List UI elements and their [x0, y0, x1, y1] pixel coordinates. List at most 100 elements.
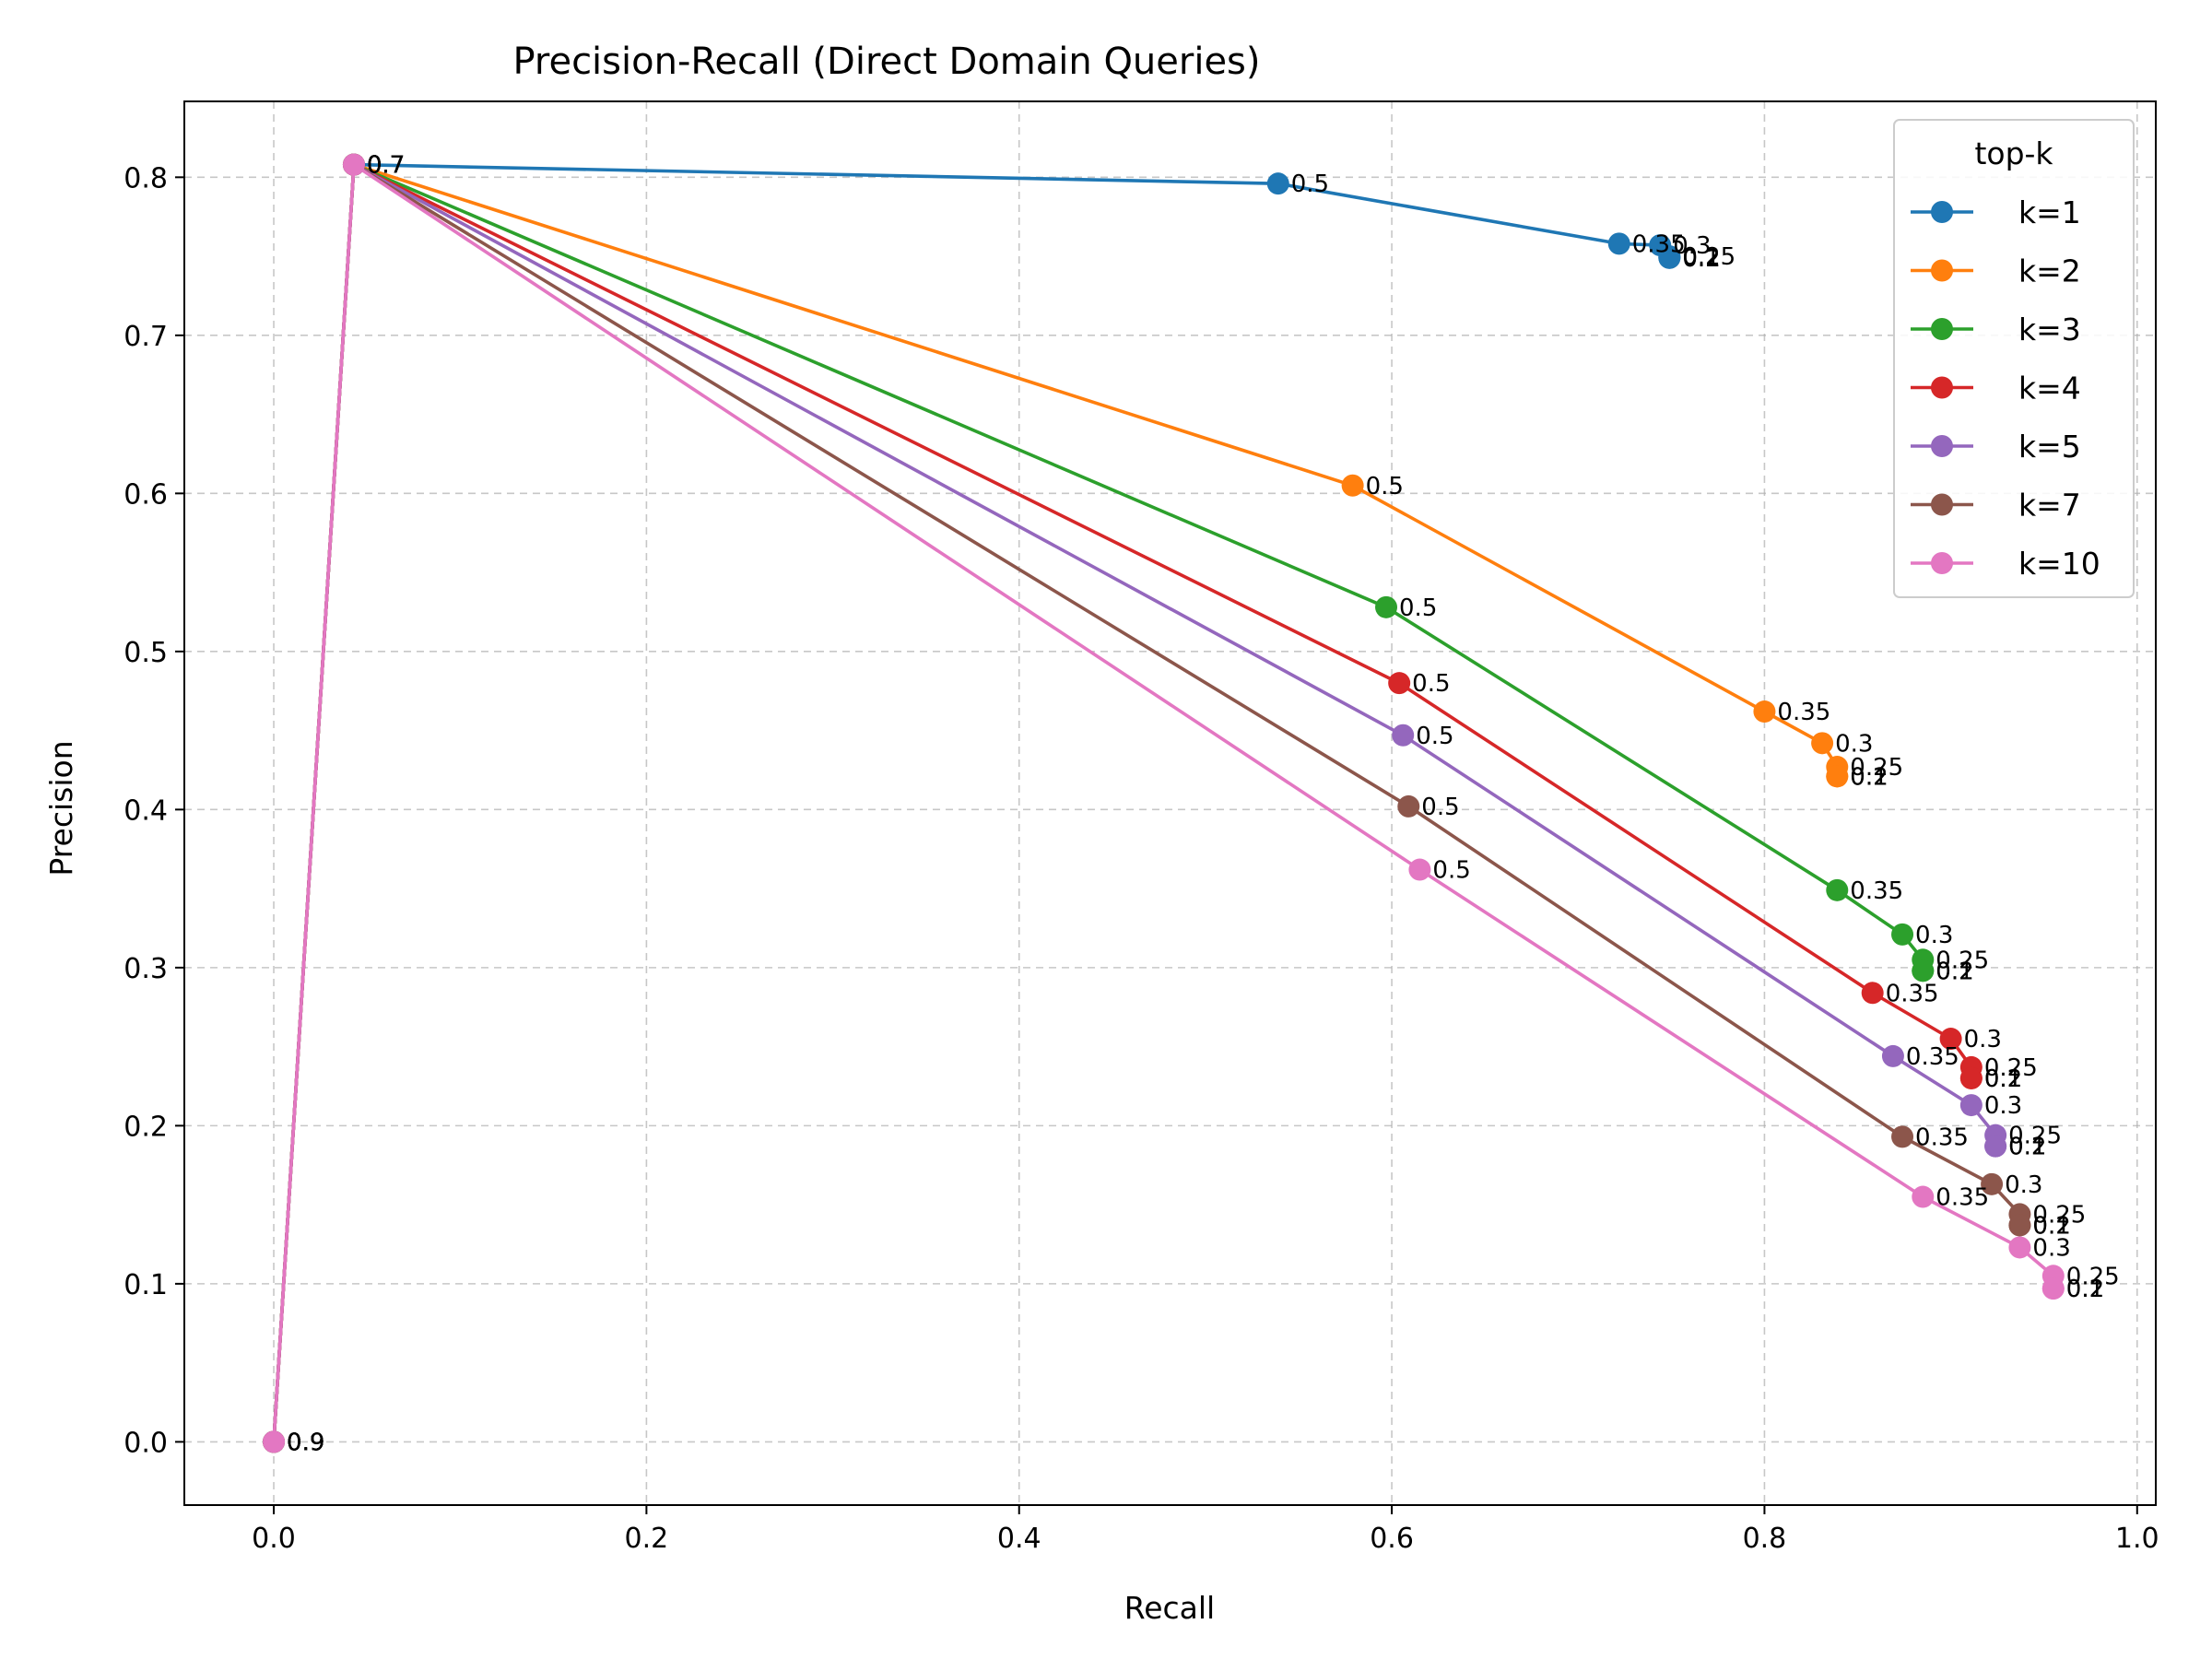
point-labels: 0.90.70.50.350.30.250.20.10.90.70.50.350…: [287, 152, 2120, 1457]
point-label: 0.9: [287, 1429, 324, 1456]
point-label: 0.7: [367, 152, 405, 180]
point-label: 0.35: [1886, 980, 1939, 1007]
point-label: 0.35: [1936, 1184, 1989, 1212]
x-tick-label: 0.6: [1370, 1523, 1414, 1555]
point-label: 0.9: [287, 1429, 324, 1456]
legend-item-k-5: k=5: [1911, 429, 2081, 465]
series-k-10: [263, 153, 2065, 1453]
y-tick-label: 0.4: [124, 794, 168, 827]
legend-label: k=7: [2018, 488, 2081, 524]
legend-label: k=2: [2018, 253, 2081, 289]
legend-box: [1893, 119, 2135, 598]
data-point: [342, 153, 365, 176]
legend-item-k-10: k=10: [1911, 546, 2100, 582]
data-point: [1984, 1135, 2007, 1158]
y-tick-label: 0.6: [124, 478, 168, 511]
x-tick-label: 0.4: [997, 1523, 1041, 1555]
data-point: [1959, 1094, 1983, 1117]
x-tick-label: 0.8: [1743, 1523, 1787, 1555]
point-label: 0.35: [1906, 1043, 1959, 1071]
data-point: [1658, 246, 1681, 269]
point-label: 0.2: [1936, 958, 1973, 985]
x-axis-label: Recall: [1124, 1590, 1215, 1626]
point-label: 0.1: [1850, 763, 1888, 791]
point-label: 0.3: [2032, 1234, 2070, 1262]
point-label: 0.25: [2008, 1123, 2062, 1150]
point-label: 0.3: [1673, 232, 1711, 260]
point-label: 0.25: [2066, 1263, 2120, 1290]
data-point: [1891, 1125, 1914, 1148]
point-label: 0.9: [287, 1429, 324, 1456]
axis-ticks: 0.0 0.2 0.4 0.6 0.8 1.00.00.10.20.30.40.50.60…: [124, 162, 2159, 1555]
point-label: 0.7: [367, 152, 405, 180]
legend-label: k=10: [2018, 546, 2100, 582]
point-label: 0.35: [1777, 699, 1830, 726]
data-point: [2008, 1214, 2031, 1237]
point-label: 0.25: [1850, 754, 1903, 782]
data-point: [1912, 1185, 1935, 1208]
point-label: 0.25: [1936, 947, 1989, 974]
point-label: 0.2: [1682, 245, 1720, 273]
y-tick-label: 0.5: [124, 637, 168, 669]
point-label: 0.2: [1984, 1065, 2022, 1093]
legend-marker: [1931, 493, 1953, 516]
point-label: 0.7: [367, 152, 405, 180]
point-label: 0.2: [2008, 1134, 2046, 1161]
x-tick-label: 1.0: [2115, 1523, 2159, 1555]
point-label: 0.2: [2032, 1212, 2070, 1240]
data-point: [2008, 1236, 2031, 1259]
point-label: 0.3: [1964, 1026, 2002, 1053]
legend-marker: [1931, 552, 1953, 574]
legend-label: k=1: [2018, 194, 2081, 230]
point-label: 0.1: [1682, 245, 1720, 273]
point-label: 0.7: [367, 152, 405, 180]
point-label: 0.7: [367, 152, 405, 180]
data-point: [1981, 1172, 2004, 1195]
data-point: [1388, 672, 1411, 695]
x-tick-label: 0.2: [625, 1523, 669, 1555]
legend-item-k-7: k=7: [1911, 488, 2081, 524]
data-point: [263, 1430, 286, 1453]
grid-lines: [184, 101, 2156, 1505]
point-label: 0.3: [1915, 922, 1953, 949]
y-tick-label: 0.3: [124, 953, 168, 985]
legend-marker: [1931, 318, 1953, 340]
data-point: [1753, 700, 1776, 724]
data-point: [1912, 959, 1935, 982]
point-label: 0.5: [1366, 473, 1404, 500]
point-label: 0.35: [1632, 230, 1686, 258]
data-point: [1392, 724, 1415, 747]
point-label: 0.2: [1850, 763, 1888, 791]
data-point: [1408, 858, 1431, 881]
point-label: 0.1: [2066, 1276, 2104, 1303]
point-label: 0.25: [1682, 243, 1735, 271]
point-label: 0.5: [1421, 794, 1459, 821]
data-point: [1861, 982, 1884, 1005]
data-point: [1881, 1044, 1904, 1067]
legend-label: k=3: [2018, 312, 2081, 347]
data-point: [1397, 794, 1420, 818]
point-label: 0.3: [2005, 1171, 2042, 1199]
y-axis-label: Precision: [43, 740, 79, 876]
data-point: [1375, 595, 1398, 618]
point-label: 0.35: [1850, 877, 1903, 905]
point-label: 0.5: [1412, 670, 1450, 698]
legend-label: k=5: [2018, 429, 2081, 465]
legend-marker: [1931, 259, 1953, 282]
point-label: 0.1: [1936, 958, 1973, 985]
point-label: 0.5: [1399, 594, 1437, 622]
point-label: 0.1: [2032, 1212, 2070, 1240]
point-label: 0.5: [1291, 171, 1329, 198]
legend: top-k k=1 k=2 k=3 k=4 k=5 k=7 k=10: [1893, 119, 2135, 598]
chart-title: Precision-Recall (Direct Domain Queries): [512, 41, 1260, 83]
legend-item-k-4: k=4: [1911, 371, 2081, 406]
legend-title: top-k: [1974, 135, 2053, 171]
legend-item-k-2: k=2: [1911, 253, 2081, 289]
data-point: [1959, 1066, 1983, 1089]
point-label: 0.3: [1984, 1092, 2022, 1120]
legend-marker: [1931, 435, 1953, 457]
point-label: 0.35: [1915, 1124, 1969, 1151]
point-label: 0.3: [1835, 730, 1873, 758]
